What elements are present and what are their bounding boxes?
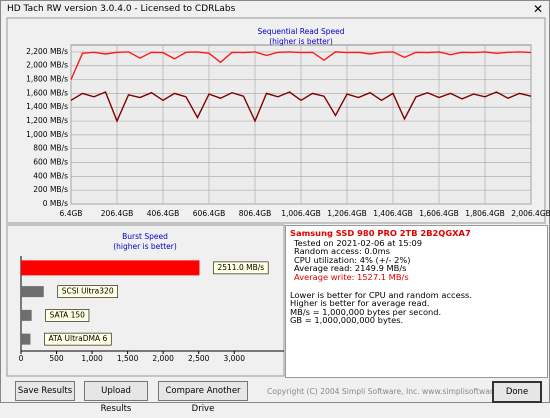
label-box	[44, 332, 112, 346]
y-tick-label: 400 MB/s	[33, 171, 68, 180]
chart-subtitle: (higher is better)	[113, 242, 177, 251]
close-button[interactable]: ✕	[533, 2, 544, 16]
charts: Sequential Read Speed (higher is better)…	[6, 17, 550, 377]
y-tick-label: 600 MB/s	[33, 158, 68, 167]
x-tick-label: 206.4GB	[101, 209, 133, 218]
y-tick-label: 1,200 MB/s	[26, 116, 68, 125]
label-box	[213, 261, 269, 275]
x-tick-label: 1,406.4GB	[373, 209, 413, 218]
note-line: MB/s = 1,000,000 bytes per second.	[290, 306, 442, 317]
x-tick-label: 806.4GB	[239, 209, 271, 218]
x-tick-label: 500	[49, 354, 64, 363]
copyright: Copyright (C) 2004 Simpli Software, Inc.…	[267, 387, 517, 396]
x-tick-label: 1,006.4GB	[281, 209, 321, 218]
bar	[21, 260, 200, 276]
y-tick-label: 1,800 MB/s	[26, 75, 68, 84]
x-tick-label: 3,000	[224, 354, 246, 363]
bar	[21, 333, 31, 345]
chart-subtitle: (higher is better)	[269, 37, 333, 46]
label-box	[45, 309, 90, 322]
notes: Lower is better for CPU and random acces…	[290, 289, 547, 326]
label-box	[57, 285, 118, 298]
result-line: CPU utilization: 4% (+/- 2%)	[294, 254, 411, 265]
y-tick-label: 200 MB/s	[33, 185, 68, 194]
x-tick-label: 406.4GB	[147, 209, 179, 218]
note-line: Higher is better for average read.	[290, 298, 430, 309]
x-tick-label: 1,500	[117, 354, 139, 363]
x-tick-label: 1,606.4GB	[419, 209, 459, 218]
value-label: 2511.0 MB/s	[217, 263, 264, 272]
note-line: Lower is better for CPU and random acces…	[290, 289, 472, 300]
bar	[21, 286, 44, 298]
x-tick-label: 1,806.4GB	[465, 209, 505, 218]
result-line: Average read: 2149.9 MB/s	[294, 263, 407, 274]
info-panel: Samsung SSD 980 PRO 2TB 2B2QGXA7 Tested …	[285, 225, 548, 378]
note-line: GB = 1,000,000,000 bytes.	[290, 315, 404, 326]
x-tick-label: 2,006.4GB	[511, 209, 550, 218]
x-tick-label: 1,000	[81, 354, 103, 363]
y-tick-label: 800 MB/s	[33, 144, 68, 153]
y-tick-label: 2,200 MB/s	[26, 47, 68, 56]
x-tick-label: 2,500	[188, 354, 210, 363]
y-tick-label: 1,400 MB/s	[26, 102, 68, 111]
line-series	[70, 51, 532, 80]
category-label: ATA UltraDMA 6	[48, 334, 107, 343]
category-label: SATA 150	[50, 310, 86, 319]
window-title: HD Tach RW version 3.0.4.0 - Licensed to…	[7, 4, 236, 14]
bar	[21, 309, 32, 321]
x-tick-label: 606.4GB	[193, 209, 225, 218]
line-series	[70, 91, 532, 123]
drive-name: Samsung SSD 980 PRO 2TB 2B2QGXA7	[290, 228, 471, 238]
result-line: Tested on 2021-02-06 at 15:09	[294, 237, 423, 248]
x-tick-label: 0	[19, 354, 24, 363]
result-line: Average write: 1527.1 MB/s	[294, 271, 409, 282]
y-tick-label: 1,600 MB/s	[26, 88, 68, 97]
category-label: SCSI Ultra320	[62, 287, 114, 296]
button[interactable]: Save Results	[15, 381, 75, 401]
button[interactable]: Compare Another Drive	[158, 381, 248, 414]
x-tick-label: 2,000	[152, 354, 174, 363]
y-tick-label: 0 MB/s	[43, 199, 68, 208]
y-tick-label: 1,000 MB/s	[26, 130, 68, 139]
result-line: Random access: 0.0ms	[294, 246, 390, 257]
x-tick-label: 6.4GB	[60, 209, 83, 218]
chart-title: Burst Speed	[122, 232, 168, 241]
button[interactable]: Upload Results	[84, 381, 148, 414]
chart-title: Sequential Read Speed	[257, 27, 344, 36]
y-tick-label: 2,000 MB/s	[26, 61, 68, 70]
button[interactable]: Done	[492, 381, 542, 403]
x-tick-label: 1,206.4GB	[327, 209, 367, 218]
results: Tested on 2021-02-06 at 15:09 Random acce…	[294, 237, 547, 282]
